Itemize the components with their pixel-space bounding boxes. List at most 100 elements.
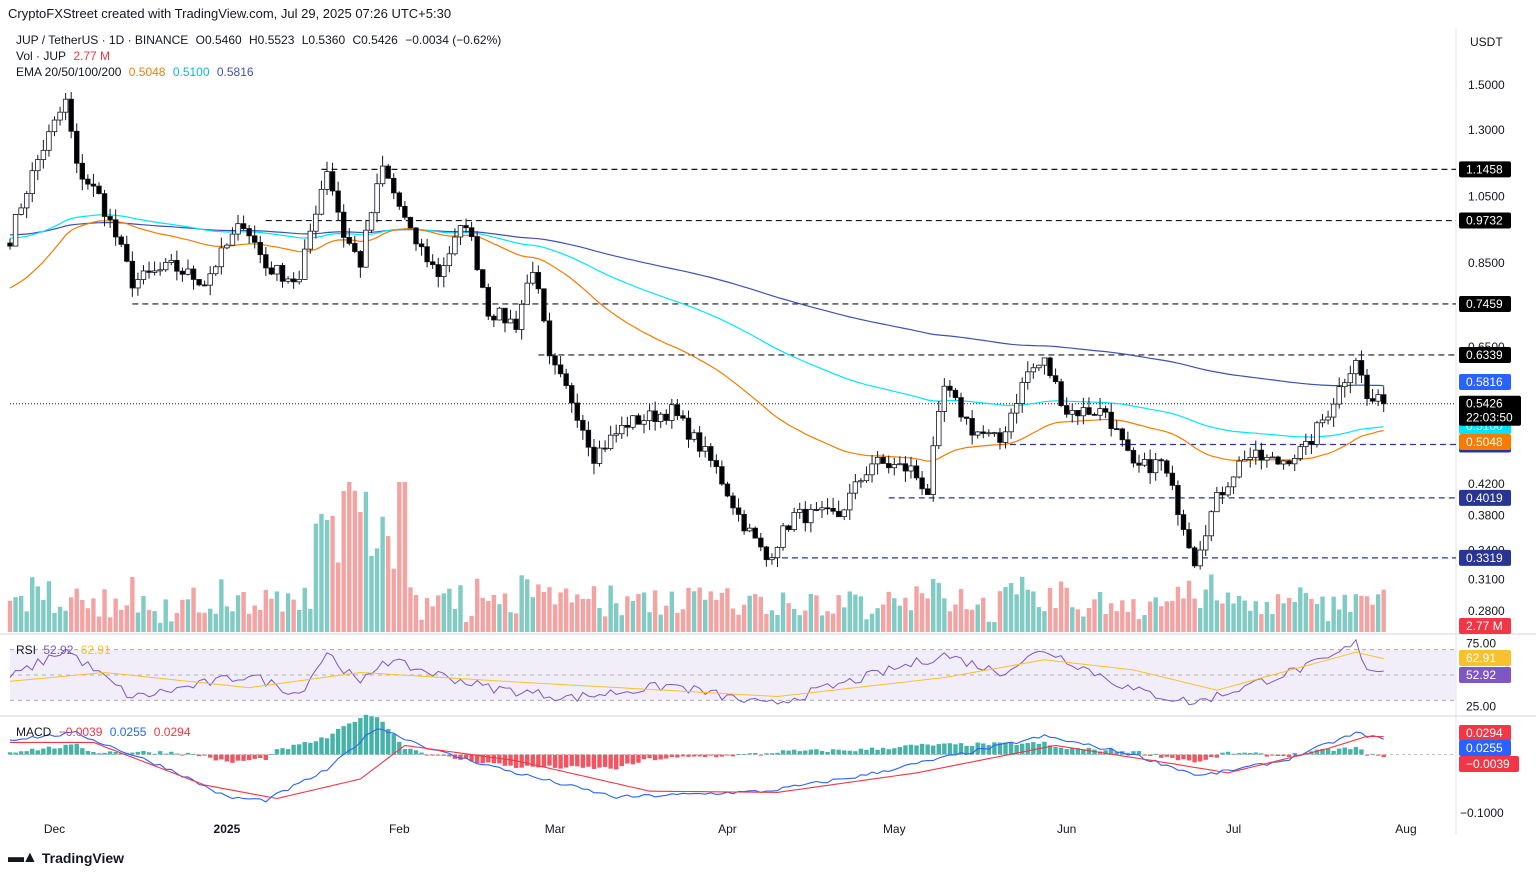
volume-bar bbox=[1348, 612, 1353, 632]
candle-body bbox=[235, 223, 241, 235]
volume-bar bbox=[1325, 621, 1331, 632]
macd-hist-bar bbox=[1203, 754, 1208, 760]
candle-body bbox=[1275, 456, 1281, 465]
candle-body bbox=[1063, 405, 1070, 415]
macd-hist-bar bbox=[847, 750, 852, 755]
candle-body bbox=[785, 525, 792, 531]
candle-body bbox=[713, 460, 720, 468]
macd-hist-bar bbox=[931, 745, 936, 755]
candle-body bbox=[524, 282, 530, 305]
volume-bar bbox=[1131, 599, 1136, 632]
candle-body bbox=[680, 415, 686, 419]
candle-body bbox=[146, 270, 152, 273]
candle-body bbox=[1358, 360, 1365, 376]
candle-body bbox=[963, 416, 970, 419]
candle-body bbox=[1319, 419, 1326, 424]
candle-body bbox=[897, 463, 903, 466]
candle-body bbox=[824, 507, 831, 510]
volume-bar bbox=[113, 598, 118, 632]
candle-body bbox=[607, 434, 614, 449]
volume-bar bbox=[652, 590, 658, 632]
last-price-tag-bg bbox=[1459, 395, 1521, 426]
candle-body bbox=[1136, 462, 1142, 466]
macd-hist-bar bbox=[513, 754, 519, 768]
volume-bar bbox=[525, 579, 530, 632]
candle-body bbox=[758, 537, 764, 548]
volume-bar bbox=[46, 581, 52, 632]
candle-body bbox=[663, 413, 669, 421]
macd-hist-bar bbox=[775, 752, 780, 755]
candle-body bbox=[374, 183, 380, 214]
macd-hist-bar bbox=[864, 749, 869, 755]
macd-hist-bar bbox=[1070, 747, 1075, 755]
macd-hist-bar bbox=[753, 752, 758, 755]
candle-body bbox=[1353, 360, 1359, 375]
macd-hist-bar bbox=[702, 754, 708, 758]
ema200-tag: 0.5816 bbox=[1466, 375, 1503, 389]
price-tick-label: 0.8500 bbox=[1468, 256, 1505, 270]
volume-bar bbox=[830, 613, 836, 632]
volume-bar bbox=[163, 599, 168, 632]
candle-body bbox=[975, 431, 981, 436]
price-tick-label: 0.4200 bbox=[1468, 477, 1505, 491]
volume-bar bbox=[436, 595, 441, 632]
rsi-label[interactable]: RSI bbox=[16, 643, 37, 657]
candle-body bbox=[847, 492, 853, 511]
candle-body bbox=[107, 216, 113, 221]
macd-hist-bar bbox=[819, 751, 825, 755]
macd-hist-bar bbox=[458, 754, 463, 760]
macd-hist-bar bbox=[586, 754, 591, 767]
volume-bar bbox=[1114, 611, 1119, 632]
ema-label[interactable]: EMA 20/50/100/200 bbox=[16, 65, 122, 79]
price-tick-label: 0.3100 bbox=[1468, 572, 1505, 586]
macd-line-tag: 0.0255 bbox=[1466, 741, 1503, 755]
macd-hist-bar bbox=[747, 753, 752, 755]
candle-body bbox=[941, 385, 948, 412]
macd-hist-bar bbox=[436, 754, 441, 756]
candle-body bbox=[708, 446, 714, 461]
volume-bar bbox=[1042, 611, 1047, 632]
macd-hist-bar bbox=[1348, 749, 1353, 755]
ema20-value: 0.5048 bbox=[128, 65, 166, 79]
candle-body bbox=[480, 269, 486, 288]
macd-hist-bar bbox=[1286, 754, 1292, 757]
candle-body bbox=[1180, 514, 1187, 530]
tradingview-brand[interactable]: ▬▲ TradingView bbox=[8, 849, 124, 867]
macd-hist-bar bbox=[157, 751, 163, 755]
volume-bar bbox=[764, 614, 769, 632]
volume-bar bbox=[586, 598, 591, 632]
volume-bar bbox=[1364, 596, 1370, 632]
candle-body bbox=[641, 420, 647, 425]
candle-body bbox=[190, 268, 197, 280]
volume-bar bbox=[602, 616, 608, 632]
macd-hist-bar bbox=[469, 754, 474, 762]
volume-bar bbox=[91, 598, 96, 632]
macd-hist-bar bbox=[1136, 751, 1142, 755]
macd-hist-bar bbox=[647, 754, 652, 759]
volume-bar bbox=[1370, 604, 1375, 632]
volume-label[interactable]: Vol · JUP bbox=[16, 49, 67, 63]
macd-hist-bar bbox=[825, 751, 830, 755]
candle-body bbox=[924, 488, 931, 495]
candle-body bbox=[947, 385, 953, 391]
volume-bar bbox=[786, 603, 791, 632]
volume-bar bbox=[30, 577, 35, 632]
macd-hist-bar bbox=[391, 733, 396, 755]
rsi-line bbox=[9, 638, 1384, 706]
symbol-label[interactable]: JUP / TetherUS · 1D · BINANCE bbox=[16, 33, 189, 47]
rsi-tick-label: 25.00 bbox=[1466, 700, 1496, 714]
macd-hist-bar bbox=[675, 754, 680, 758]
candle-body bbox=[1219, 492, 1226, 496]
macd-hist-bar bbox=[447, 754, 452, 757]
candle-body bbox=[1164, 460, 1170, 474]
macd-hist-bar bbox=[669, 754, 675, 757]
candle-body bbox=[35, 159, 41, 172]
macd-hist-bar bbox=[1003, 742, 1008, 755]
volume-bar bbox=[1047, 587, 1053, 632]
time-tick-label: Aug bbox=[1395, 822, 1416, 836]
macd-label[interactable]: MACD bbox=[16, 725, 52, 739]
high-value: H0.5523 bbox=[249, 33, 295, 47]
volume-bar bbox=[842, 607, 847, 632]
volume-bar bbox=[1292, 602, 1297, 632]
